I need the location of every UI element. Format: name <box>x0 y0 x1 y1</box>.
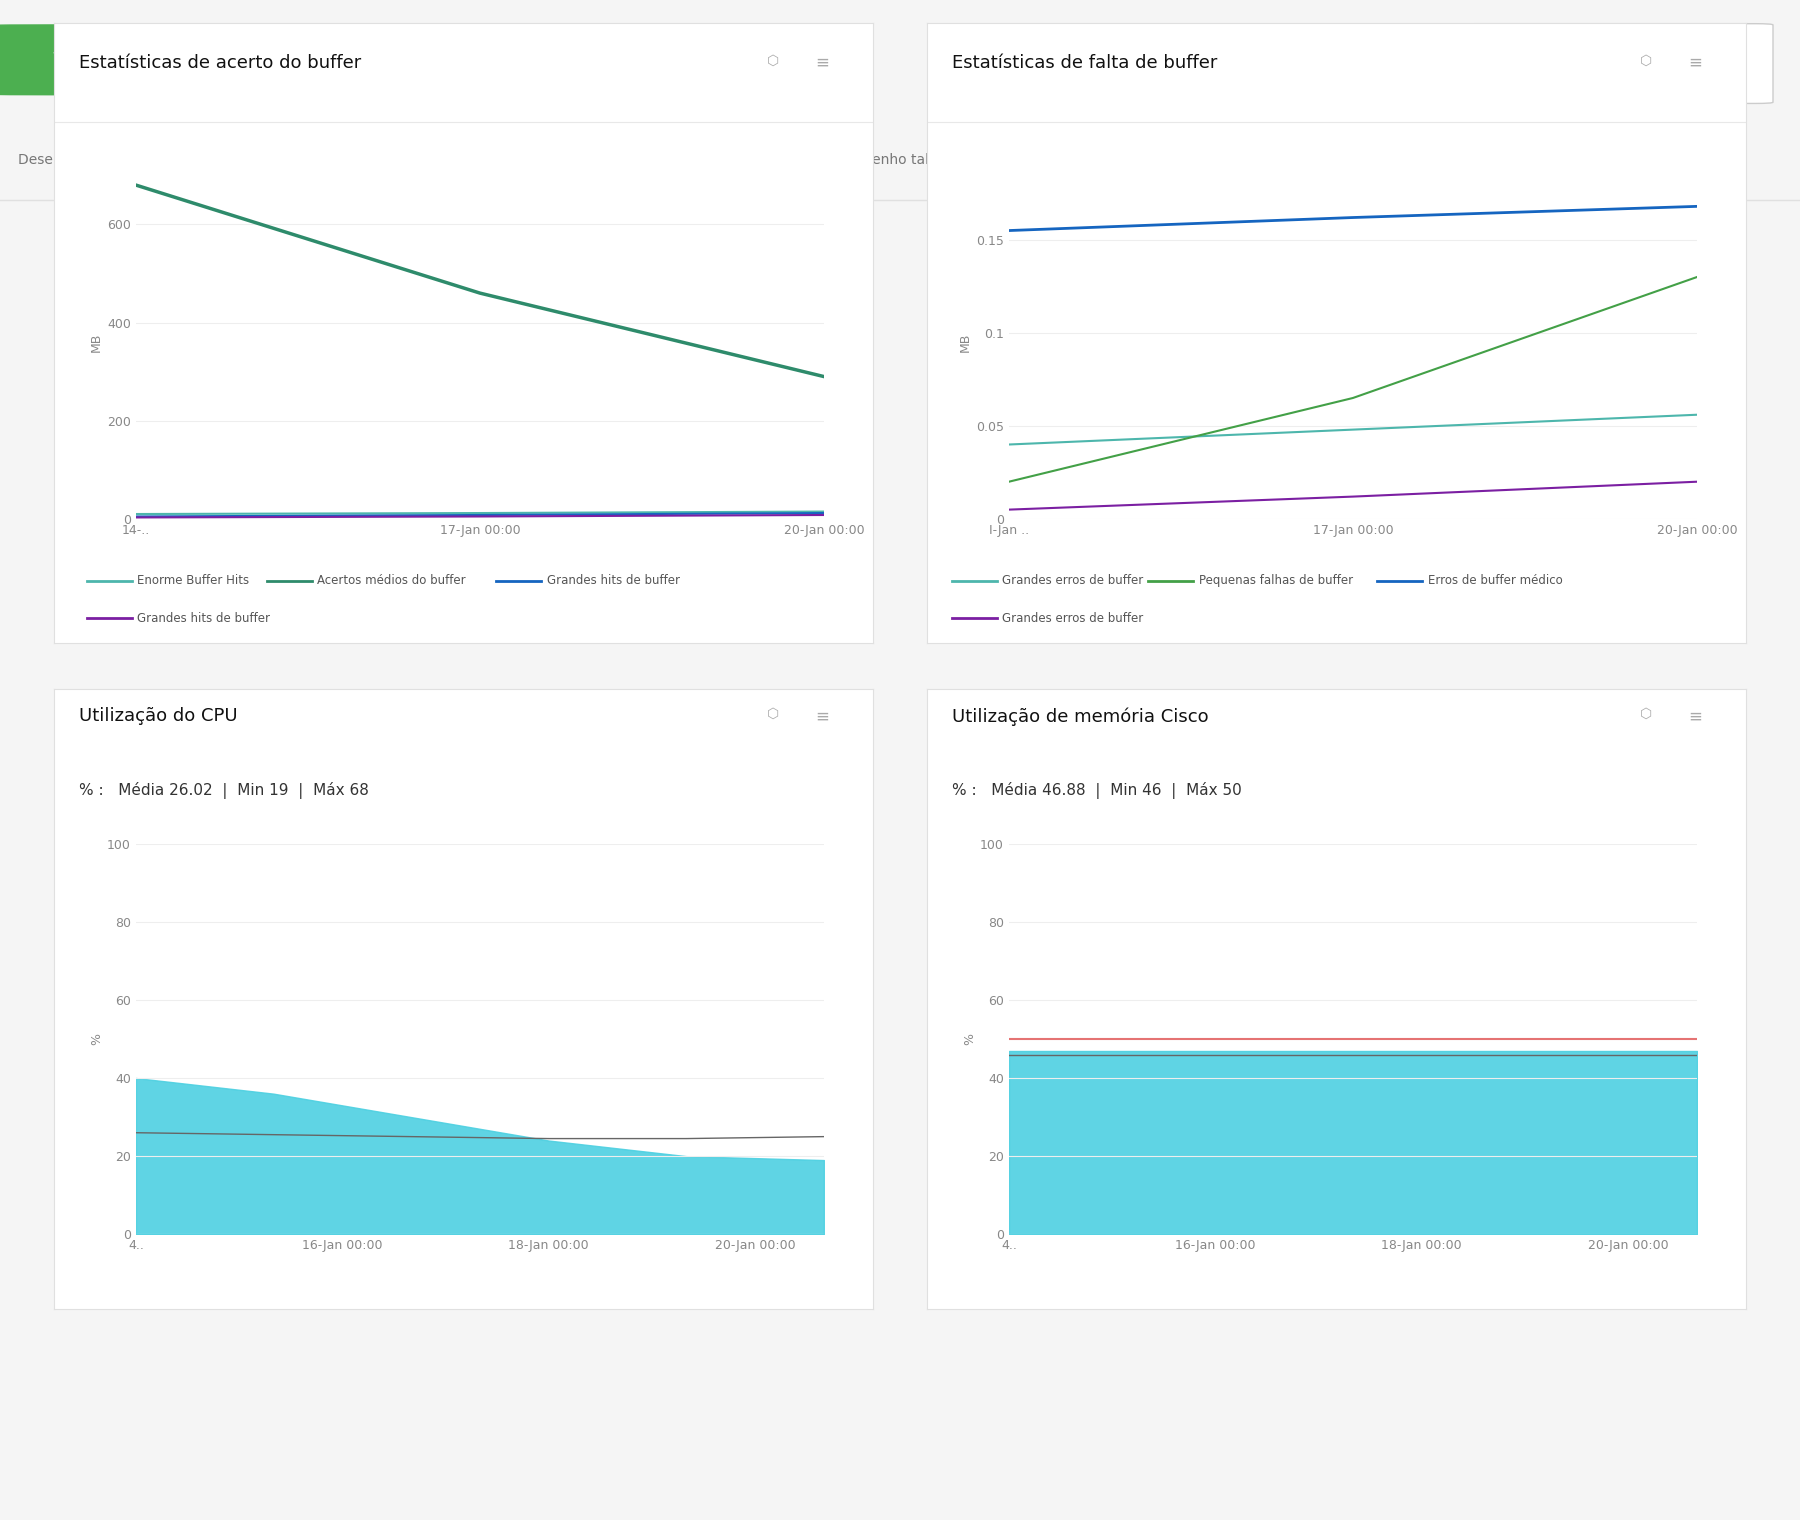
Text: ⬡: ⬡ <box>767 707 779 720</box>
Text: Utilização de memória Cisco: Utilização de memória Cisco <box>952 707 1208 725</box>
Text: Estatísticas de acerto do buffer: Estatísticas de acerto do buffer <box>79 53 360 71</box>
Text: Desempenho do disposit..: Desempenho do disposit.. <box>18 154 198 167</box>
Text: Interfaces: Interfaces <box>243 154 313 167</box>
Text: ≡: ≡ <box>1688 707 1703 725</box>
Y-axis label: %: % <box>963 1034 976 1044</box>
Text: ≡: ≡ <box>356 33 374 53</box>
Text: Enorme Buffer Hits: Enorme Buffer Hits <box>137 575 248 587</box>
Text: Interrupções: Interrupções <box>1242 154 1330 167</box>
Text: Contadores de desempenho tabu...: Contadores de desempenho tabu... <box>711 154 956 167</box>
Text: Inventário: Inventário <box>1395 154 1465 167</box>
Y-axis label: MB: MB <box>959 333 972 351</box>
Text: 192.168.49.42: 192.168.49.42 <box>130 90 241 105</box>
Circle shape <box>0 24 563 94</box>
Text: armadil..: armadil.. <box>378 154 439 167</box>
Text: ▾: ▾ <box>1735 53 1742 67</box>
Text: Contadores de desemp...: Contadores de desemp... <box>495 154 670 167</box>
Y-axis label: %: % <box>90 1034 103 1044</box>
Text: Este ano: Este ano <box>1570 52 1634 67</box>
Text: roteador Zylker: roteador Zylker <box>130 30 362 56</box>
Text: ⬡: ⬡ <box>1640 707 1652 720</box>
Text: Grandes hits de buffer: Grandes hits de buffer <box>137 611 270 625</box>
Text: Pequenas falhas de buffer: Pequenas falhas de buffer <box>1199 575 1352 587</box>
Text: ⬡: ⬡ <box>767 53 779 68</box>
Y-axis label: MB: MB <box>90 333 103 351</box>
Text: Acertos médios do buffer: Acertos médios do buffer <box>317 575 466 587</box>
Text: Desempenho do rote...: Desempenho do rote... <box>1017 154 1197 167</box>
Text: Mais: Mais <box>1539 154 1571 167</box>
Text: % :   Média 46.88  |  Min 46  |  Máx 50: % : Média 46.88 | Min 46 | Máx 50 <box>952 781 1242 798</box>
Text: Utilização do CPU: Utilização do CPU <box>79 707 238 725</box>
Text: ↑: ↑ <box>49 46 70 74</box>
Text: Grandes hits de buffer: Grandes hits de buffer <box>547 575 680 587</box>
Text: ⬡: ⬡ <box>1640 53 1652 68</box>
Text: Erros de buffer médico: Erros de buffer médico <box>1427 575 1562 587</box>
Text: ≡: ≡ <box>815 53 830 71</box>
Text: ≡: ≡ <box>815 707 830 725</box>
Text: ≡: ≡ <box>1688 53 1703 71</box>
Text: Estatísticas de falta de buffer: Estatísticas de falta de buffer <box>952 53 1217 71</box>
Text: dispositivo de rede: dispositivo de rede <box>256 90 401 105</box>
Text: % :   Média 26.02  |  Min 19  |  Máx 68: % : Média 26.02 | Min 19 | Máx 68 <box>79 781 369 798</box>
FancyBboxPatch shape <box>1458 24 1773 103</box>
Text: Grandes erros de buffer: Grandes erros de buffer <box>1003 575 1143 587</box>
Text: Grandes erros de buffer: Grandes erros de buffer <box>1003 611 1143 625</box>
